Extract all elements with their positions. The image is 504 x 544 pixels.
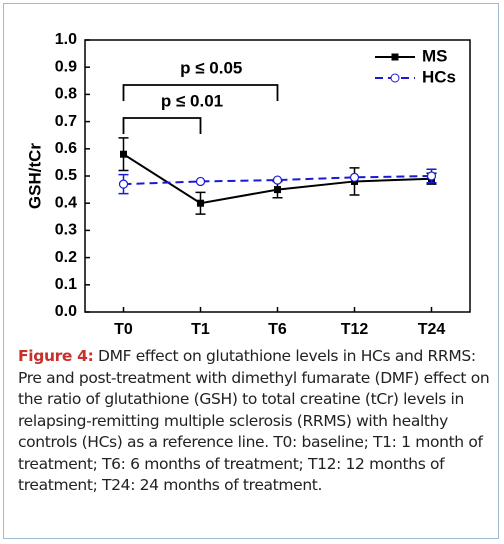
marker: [274, 186, 281, 194]
y-tick-label: 0.4: [55, 194, 77, 211]
marker: [197, 199, 204, 207]
x-tick-label: T1: [191, 321, 210, 338]
marker: [349, 172, 360, 182]
legend-marker: [390, 73, 400, 83]
y-tick-label: 0.1: [55, 276, 77, 293]
y-tick-label: 0.6: [55, 140, 77, 157]
significance-bracket: [122, 117, 202, 134]
y-tick-label: 0.2: [55, 249, 77, 266]
legend-label: HCs: [422, 67, 456, 86]
y-tick-label: 0.8: [55, 86, 77, 103]
y-axis-title: GSH/tCr: [25, 143, 44, 210]
figure-frame: [3, 3, 499, 539]
marker: [195, 176, 206, 187]
significance-bracket: [122, 84, 279, 101]
y-tick-label: 1.0: [55, 31, 77, 48]
y-tick-label: 0.7: [55, 113, 77, 130]
x-tick-label: T12: [341, 321, 369, 338]
x-tick-label: T0: [114, 321, 133, 338]
legend-label: MS: [422, 46, 448, 65]
caption-text: DMF effect on glutathione levels in HCs …: [18, 347, 490, 494]
marker: [118, 179, 129, 189]
caption: Figure 4: DMF effect on glutathione leve…: [18, 346, 490, 497]
marker: [120, 150, 127, 158]
x-tick-label: T6: [268, 321, 287, 338]
caption-label: Figure 4:: [18, 347, 94, 365]
marker: [426, 171, 437, 181]
x-tick-label: T24: [418, 321, 446, 338]
significance-label: p ≤ 0.05: [180, 58, 242, 77]
y-tick-label: 0.5: [55, 167, 77, 184]
y-tick-label: 0.3: [55, 222, 77, 239]
y-tick-label: 0.0: [55, 303, 77, 320]
legend-marker: [391, 53, 399, 61]
chart: GSH/tCr 0.0 0.1 0.2 0.3 0.4 0.5 0.6 0.7 0.8 0.9 1.…: [25, 31, 471, 338]
y-tick-label: 0.9: [55, 58, 77, 75]
significance-label: p ≤ 0.01: [161, 91, 223, 110]
marker: [272, 175, 283, 185]
